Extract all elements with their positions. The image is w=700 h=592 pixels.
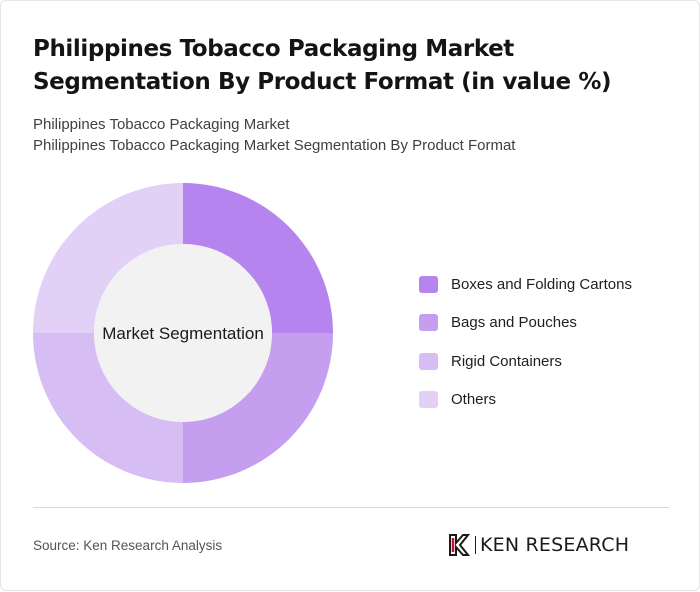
- legend-item[interactable]: Boxes and Folding Cartons: [419, 265, 632, 304]
- donut-slice-others[interactable]: [33, 183, 183, 333]
- legend-item[interactable]: Bags and Pouches: [419, 304, 632, 343]
- legend-item[interactable]: Others: [419, 381, 632, 420]
- chart-title: Philippines Tobacco Packaging Market Seg…: [33, 36, 612, 95]
- legend-label: Boxes and Folding Cartons: [451, 275, 632, 293]
- donut-slice-rigid-containers[interactable]: [33, 333, 183, 483]
- donut-center-label: Market Segmentation: [102, 324, 264, 343]
- legend-label: Rigid Containers: [451, 352, 562, 370]
- ken-research-logo-icon: [449, 534, 470, 556]
- legend-swatch: [419, 391, 438, 409]
- chart-legend: Boxes and Folding Cartons Bags and Pouche…: [419, 265, 632, 419]
- donut-center: [94, 244, 272, 422]
- ken-research-logo: KEN RESEARCH: [448, 530, 629, 560]
- subtitle-line-1: Philippines Tobacco Packaging Market: [33, 116, 290, 133]
- legend-label: Bags and Pouches: [451, 314, 577, 332]
- subtitle-line-2: Philippines Tobacco Packaging Market Seg…: [33, 137, 516, 154]
- chart-subtitle: Philippines Tobacco Packaging Market Phi…: [33, 114, 515, 156]
- footer-divider: [33, 507, 669, 508]
- legend-label: Others: [451, 391, 497, 409]
- legend-item[interactable]: Rigid Containers: [419, 342, 632, 381]
- source-note: Source: Ken Research Analysis: [33, 538, 223, 553]
- donut-slice-bags-and-pouches[interactable]: [183, 333, 333, 483]
- legend-swatch: [419, 352, 438, 370]
- donut-slice-boxes-and-folding-cartons[interactable]: [183, 183, 333, 333]
- logo-separator: [475, 536, 476, 554]
- legend-swatch: [419, 314, 438, 332]
- legend-swatch: [419, 275, 438, 293]
- logo-wordmark: KEN RESEARCH: [480, 534, 630, 556]
